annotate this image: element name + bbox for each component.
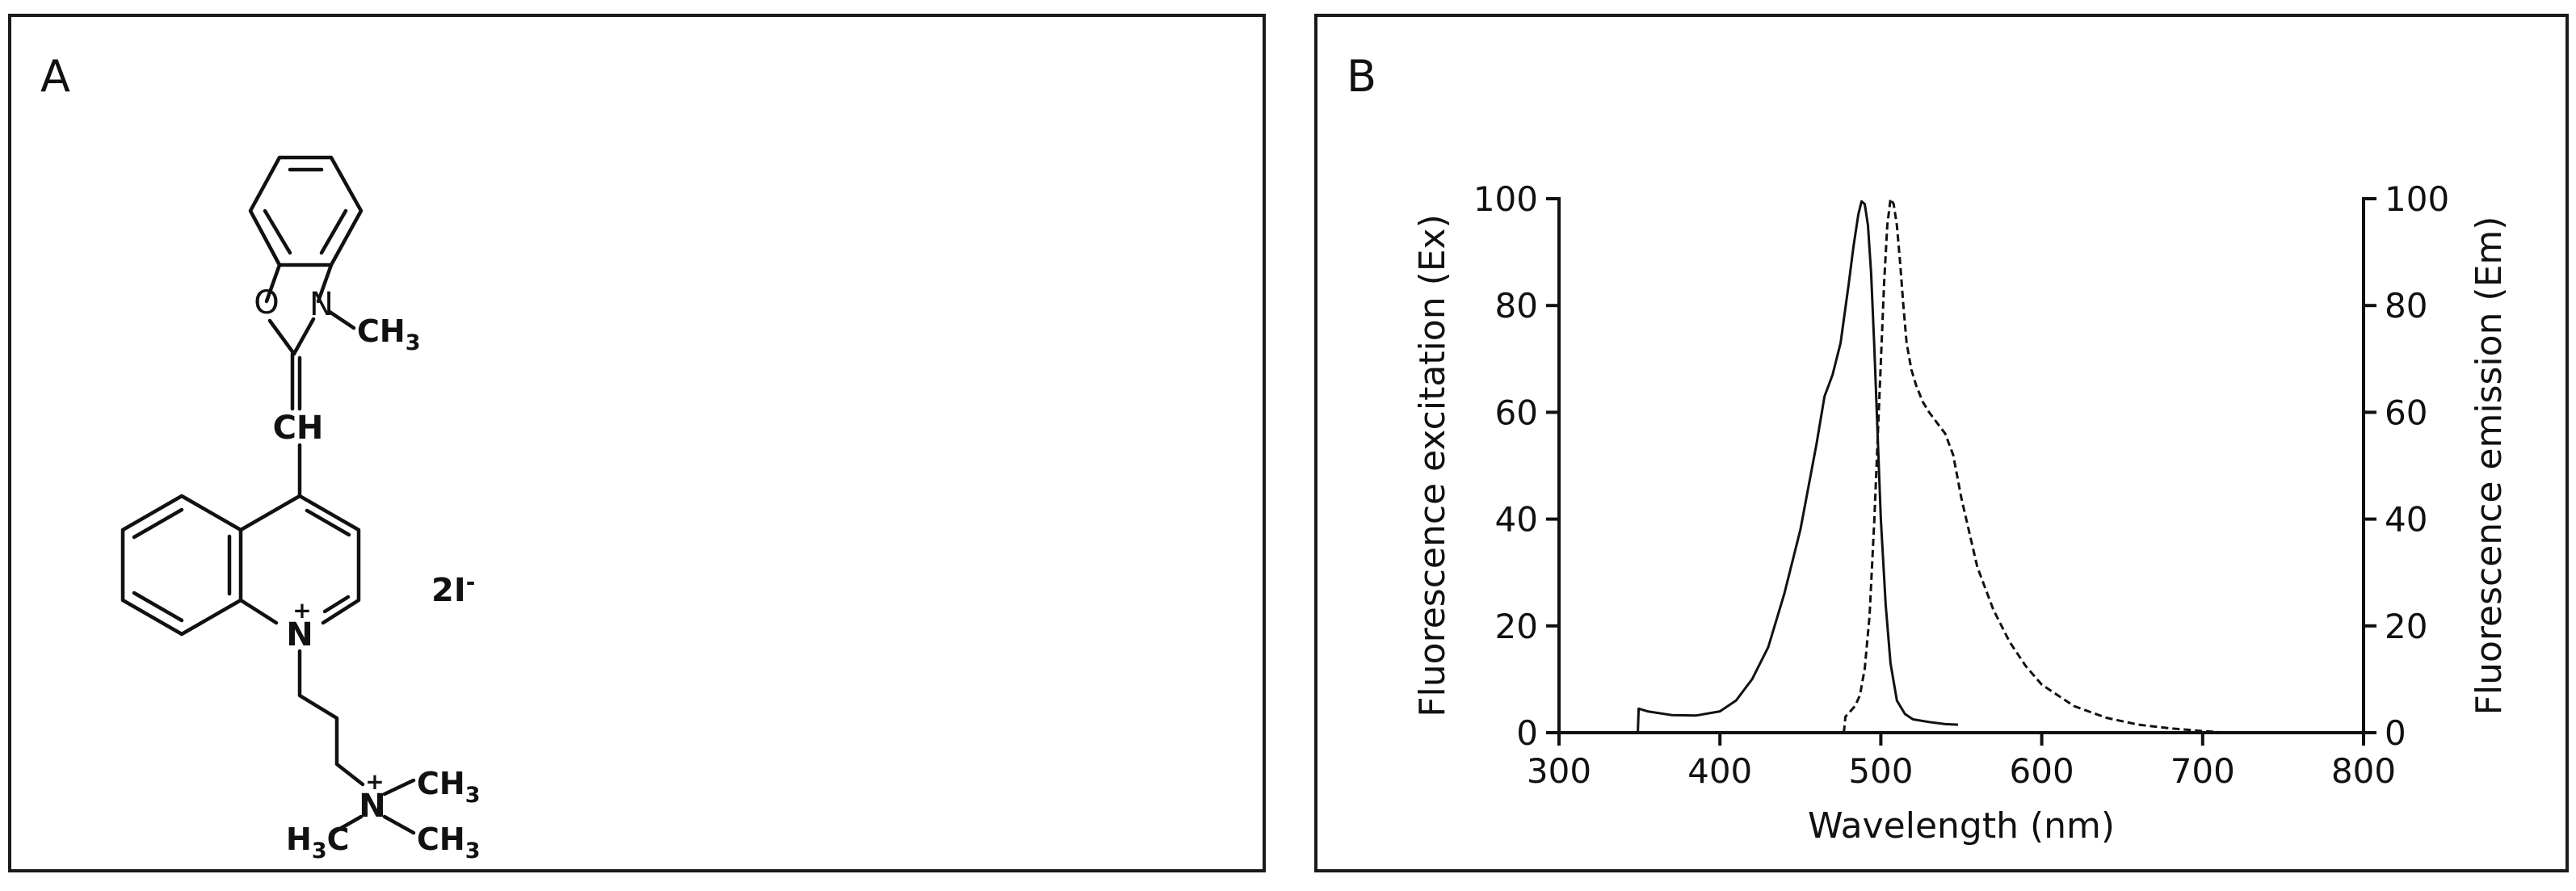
right-y-ticks: 0 20 40 60 80 100 — [2364, 179, 2449, 753]
propyl-chain — [297, 649, 365, 787]
right-y-axis-label: Fluorescence emission (Em) — [2469, 216, 2510, 716]
left-y-axis-label: Fluorescence excitation (Ex) — [1412, 214, 1453, 717]
chart-axes — [1557, 197, 2365, 734]
counterion-label: 2I- — [431, 569, 475, 609]
bond-n-c8a — [238, 598, 279, 625]
right-y-tick-label: 0 — [2385, 713, 2406, 753]
bond-c4a-c4 — [238, 494, 302, 532]
pyridinium-double-bond — [322, 595, 351, 614]
atom-nitrogen-quinolinium: N — [286, 616, 313, 654]
pyridinium-double-bond — [305, 508, 351, 537]
bond-c-o — [264, 263, 282, 304]
panel-a-label: A — [40, 51, 70, 102]
benzene-double-bond — [132, 590, 184, 623]
methine-label: CH — [273, 410, 324, 447]
methyl-right-bottom: CH3 — [417, 822, 481, 864]
x-axis-label: Wavelength (nm) — [1808, 805, 2115, 847]
benzene-double-bond — [263, 208, 292, 255]
spectra-chart: 0 20 40 60 80 100 0 20 40 60 80 100 300 400 500 600 70… — [1412, 179, 2510, 847]
left-y-tick-label: 100 — [1473, 179, 1538, 219]
left-y-tick-label: 80 — [1495, 286, 1538, 326]
excitation-series-line — [1637, 200, 1959, 733]
benzene-double-bond — [319, 208, 348, 255]
counterion-main: 2I — [431, 572, 466, 609]
left-y-tick-label: 0 — [1516, 713, 1538, 753]
x-tick-label: 300 — [1527, 751, 1591, 791]
right-y-tick-label: 20 — [2385, 607, 2427, 646]
molecule-bonds — [120, 155, 416, 835]
quinoline-benzene-ring — [120, 494, 243, 637]
methyl-left-subscript: 3 — [312, 838, 327, 864]
bond-n-methyl — [327, 309, 356, 330]
left-y-tick-label: 60 — [1495, 393, 1538, 432]
x-tick-label: 800 — [2331, 751, 2396, 791]
right-y-tick-label: 80 — [2385, 286, 2427, 326]
panel-a-structure: A — [8, 14, 1266, 872]
n-methyl-subscript: 3 — [406, 330, 421, 355]
right-y-tick-label: 100 — [2385, 179, 2449, 219]
counterion-superscript: - — [466, 569, 476, 595]
methyl-left-h: H — [286, 822, 312, 857]
bond-c-n — [316, 263, 334, 304]
right-y-tick-label: 40 — [2385, 500, 2427, 540]
x-tick-label: 700 — [2170, 751, 2235, 791]
pyridinium-ring — [297, 494, 361, 625]
methyl-right-top-ch: CH — [417, 766, 465, 801]
atom-oxygen: O — [254, 284, 279, 322]
methyl-right-top: CH3 — [417, 766, 481, 808]
n-methyl-ch: CH — [357, 313, 406, 349]
methyl-right-bottom-subscript: 3 — [465, 838, 481, 864]
quinolinium-charge: + — [292, 597, 311, 624]
x-tick-label: 600 — [2010, 751, 2074, 791]
methyl-left-c: C — [327, 822, 350, 857]
methyl-right-top-subscript: 3 — [465, 783, 481, 808]
molecule-drawing: O N CH3 CH N + 2I- N + CH3 CH3 H3C — [120, 155, 481, 864]
bond-n-methyl-left — [330, 814, 363, 835]
benzene-double-bond — [132, 507, 184, 540]
left-y-tick-label: 40 — [1495, 500, 1538, 540]
methyl-right-bottom-ch: CH — [417, 822, 465, 857]
bond-n-c2 — [292, 317, 316, 356]
left-y-ticks: 0 20 40 60 80 100 — [1473, 179, 1559, 753]
bond-o-c2 — [267, 318, 296, 356]
panel-b-label: B — [1347, 51, 1377, 102]
bond-n-methyl-top — [382, 778, 416, 796]
left-y-tick-label: 20 — [1495, 607, 1538, 646]
series-layer — [1637, 197, 2227, 734]
x-tick-label: 400 — [1687, 751, 1752, 791]
ammonium-charge: + — [365, 768, 384, 795]
panel-b-chart: B 0 20 40 60 80 100 0 20 40 60 80 100 300 400 500 600… — [1314, 14, 2569, 872]
emission-series-line — [1843, 197, 2227, 734]
n-methyl-label: CH3 — [357, 313, 421, 355]
x-ticks: 300 400 500 600 700 800 — [1527, 733, 2396, 791]
atom-nitrogen-ammonium: N — [359, 788, 385, 825]
bond-n-methyl-bottom — [382, 814, 416, 835]
atom-nitrogen-oxazole: N — [309, 286, 334, 323]
methyl-left: H3C — [286, 822, 350, 864]
right-y-tick-label: 60 — [2385, 393, 2427, 432]
x-tick-label: 500 — [1848, 751, 1913, 791]
